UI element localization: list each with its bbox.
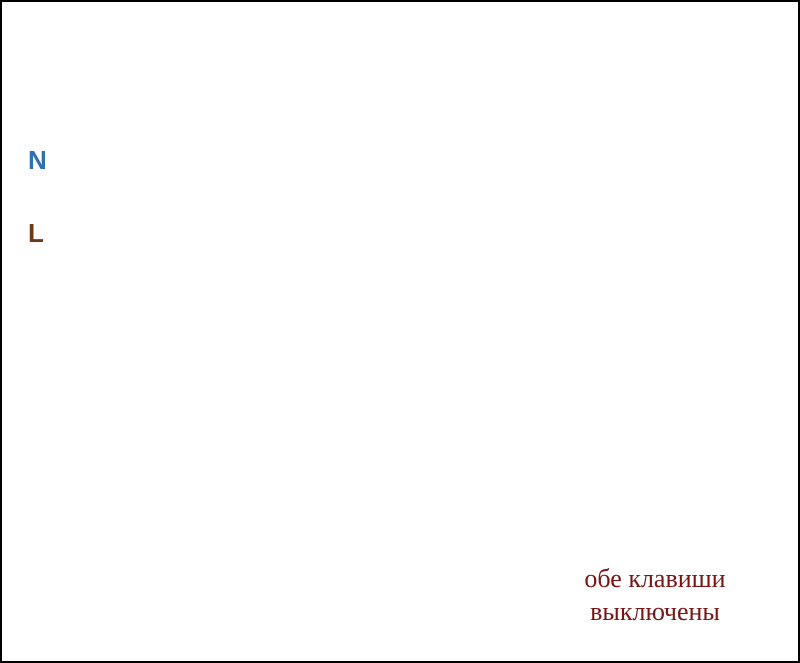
caption-line-2: выключены: [590, 597, 720, 626]
diagram-stage: N L обе клавиши выключены: [0, 0, 800, 663]
label-neutral: N: [28, 145, 47, 176]
status-caption: обе клавиши выключены: [540, 563, 770, 628]
label-live: L: [28, 218, 44, 249]
caption-line-1: обе клавиши: [584, 564, 725, 593]
